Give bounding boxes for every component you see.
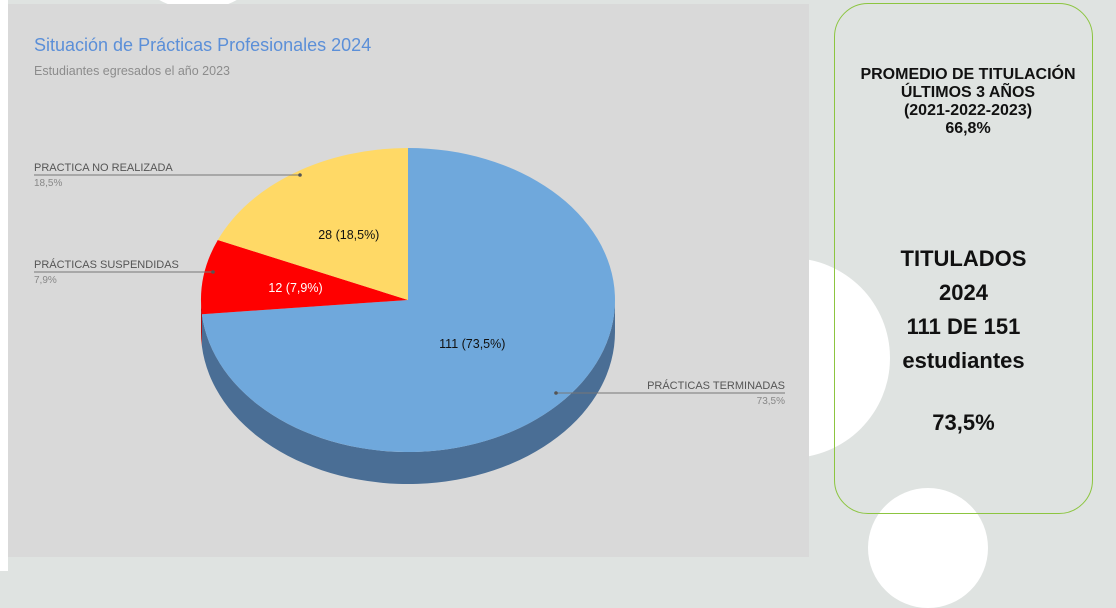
- promedio-value: 66,8%: [945, 120, 991, 137]
- titulados-line-1: TITULADOS: [900, 246, 1027, 271]
- pie-slice-2: [217, 148, 408, 300]
- slide-edge: [0, 0, 8, 571]
- promedio-line-1: PROMEDIO DE TITULACIÓN: [860, 66, 1076, 83]
- leader-dot-2: [298, 173, 302, 177]
- legend-percent-2: 18,5%: [34, 178, 62, 189]
- slice-value-label-0: 111 (73,5%): [439, 337, 505, 351]
- titulados-line-3: 111 DE 151: [906, 314, 1021, 339]
- chart-subtitle: Estudiantes egresados el año 2023: [34, 64, 230, 78]
- titulados-block: TITULADOS 2024 111 DE 151 estudiantes: [834, 242, 1093, 378]
- legend-percent-0: 73,5%: [757, 396, 785, 407]
- legend-name-2: PRACTICA NO REALIZADA: [34, 162, 173, 174]
- chart-card: Situación de Prácticas Profesionales 202…: [8, 4, 809, 557]
- titulados-percent: 73,5%: [932, 410, 995, 435]
- slice-value-label-2: 28 (18,5%): [318, 228, 379, 242]
- titulados-line-2: 2024: [939, 280, 988, 305]
- chart-title: Situación de Prácticas Profesionales 202…: [34, 35, 372, 55]
- slice-value-label-1: 12 (7,9%): [268, 281, 322, 295]
- legend-name-0: PRÁCTICAS TERMINADAS: [647, 379, 785, 392]
- pie-side-0: [201, 300, 615, 484]
- leader-dot-0: [554, 391, 558, 395]
- pie-slice-1: [200, 240, 408, 315]
- pie-slice-0: [201, 148, 615, 453]
- promedio-line-3: (2021-2022-2023): [903, 102, 1033, 119]
- legend-name-1: PRÁCTICAS SUSPENDIDAS: [34, 258, 179, 271]
- promedio-line-2: ÚLTIMOS 3 AÑOS: [900, 84, 1036, 101]
- leader-dot-1: [211, 270, 215, 274]
- pie-side-1: [201, 300, 202, 347]
- info-card: [834, 3, 1093, 514]
- promedio-titulacion: PROMEDIO DE TITULACIÓN ÚLTIMOS 3 AÑOS (2…: [836, 66, 1100, 138]
- legend-percent-1: 7,9%: [34, 275, 57, 286]
- titulados-line-4: estudiantes: [902, 348, 1025, 373]
- pie-chart: 111 (73,5%) 12 (7,9%) 28 (18,5%) PRÁCTICAS …: [34, 148, 785, 484]
